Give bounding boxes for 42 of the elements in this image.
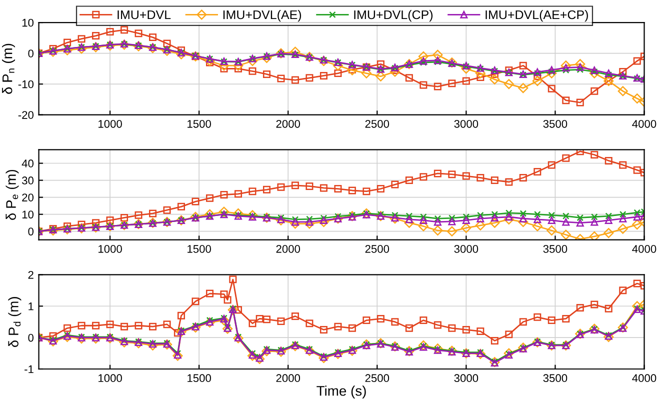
x-tick-label: 2000 (276, 374, 300, 382)
y-tick-label: -10 (18, 80, 34, 88)
y-axis-title: δ P$_{n}$ (m) (2, 44, 15, 94)
x-tick-label: 1000 (98, 374, 122, 382)
y-tick-label: -20 (18, 111, 34, 119)
y-tick-label: -1 (24, 365, 34, 374)
y-tick-label: 1 (28, 302, 34, 310)
x-tick-label: 4000 (632, 120, 656, 128)
x-tick-label: 2500 (365, 120, 390, 128)
y-tick-label: 10 (22, 18, 34, 27)
y-tick-label: 10 (22, 210, 34, 218)
y-tick-label: 2 (28, 270, 34, 279)
x-axis-title: Time (s) (316, 386, 366, 399)
x-tick-label: 1500 (188, 374, 211, 382)
x-tick-label: 3000 (454, 120, 478, 128)
y-tick-label: 40 (22, 160, 34, 168)
x-tick-label: 2500 (365, 245, 390, 253)
x-tick-label: 1500 (188, 120, 211, 128)
y-axis-title: δ P$_{e}$ (m) (6, 170, 19, 220)
x-tick-label: 2000 (276, 120, 300, 128)
legend-label: IMU+DVL(CP) (354, 10, 433, 22)
legend-label: IMU+DVL (118, 10, 171, 20)
legend-label: IMU+DVL(AE+CP) (486, 10, 588, 22)
x-tick-label: 4000 (632, 374, 656, 382)
x-tick-label: 3500 (543, 245, 568, 253)
x-tick-label: 1000 (98, 245, 122, 253)
y-tick-label: 0 (28, 228, 34, 236)
y-tick-label: 20 (22, 194, 34, 202)
y-axis-title: δ P$_{d}$ (m) (8, 297, 22, 348)
legend-label: IMU+DVL(AE) (223, 10, 302, 22)
x-tick-label: 2000 (276, 245, 300, 253)
y-tick-label: 30 (22, 176, 34, 184)
y-tick-label: 0 (28, 334, 34, 342)
y-tick-label: 0 (28, 50, 34, 58)
x-tick-label: 3500 (543, 120, 568, 128)
x-tick-label: 4000 (632, 245, 656, 253)
x-tick-label: 1000 (98, 120, 122, 128)
x-tick-label: 3000 (454, 245, 478, 253)
x-tick-label: 3500 (543, 374, 568, 382)
x-tick-label: 1500 (188, 245, 211, 253)
x-tick-label: 3000 (454, 374, 478, 382)
x-tick-label: 2500 (365, 374, 390, 382)
